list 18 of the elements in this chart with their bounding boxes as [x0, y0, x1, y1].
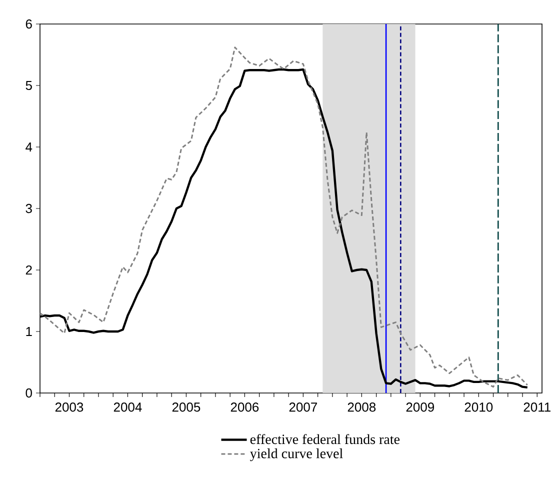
y-tick-label: 4: [26, 142, 32, 152]
x-tick-label: 2008: [348, 402, 376, 412]
x-tick-label: 2006: [230, 402, 259, 412]
y-tick-label: 5: [26, 80, 32, 90]
x-tick-label: 2005: [172, 402, 200, 412]
x-tick-label: 2011: [524, 402, 550, 412]
y-tick-label: 0: [26, 388, 32, 398]
x-tick-label: 2010: [464, 402, 493, 412]
x-tick-label: 2009: [406, 402, 434, 412]
legend-label: yield curve level: [250, 448, 343, 462]
x-tick-label: 2003: [55, 402, 84, 412]
y-tick-label: 6: [26, 19, 32, 29]
y-tick-label: 1: [26, 327, 32, 336]
legend-label: effective federal funds rate: [250, 434, 400, 444]
x-tick-label: 2007: [289, 402, 317, 412]
x-tick-label: 2004: [114, 402, 142, 412]
y-tick-label: 3: [26, 204, 32, 214]
y-tick-label: 2: [26, 265, 32, 275]
